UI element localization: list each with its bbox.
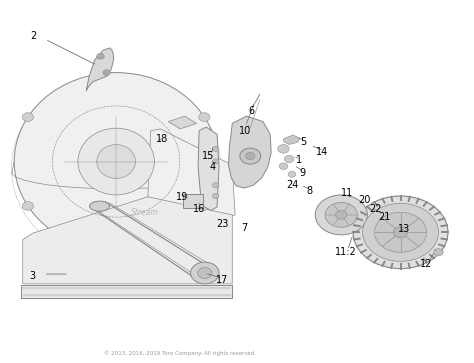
Ellipse shape bbox=[90, 201, 109, 211]
Polygon shape bbox=[168, 116, 197, 129]
FancyBboxPatch shape bbox=[183, 194, 203, 208]
Text: 16: 16 bbox=[193, 204, 205, 215]
Text: 12: 12 bbox=[420, 259, 433, 269]
Polygon shape bbox=[23, 197, 232, 284]
Text: 18: 18 bbox=[156, 134, 168, 144]
Text: 8: 8 bbox=[306, 186, 312, 196]
Circle shape bbox=[434, 249, 443, 256]
Text: 3: 3 bbox=[29, 271, 35, 281]
Circle shape bbox=[212, 159, 219, 164]
Text: 7: 7 bbox=[241, 223, 248, 233]
Polygon shape bbox=[283, 135, 300, 144]
Circle shape bbox=[199, 113, 210, 121]
Circle shape bbox=[288, 171, 296, 177]
Circle shape bbox=[22, 202, 34, 210]
Circle shape bbox=[279, 163, 288, 170]
Circle shape bbox=[198, 268, 212, 278]
Circle shape bbox=[240, 148, 261, 164]
Ellipse shape bbox=[78, 128, 155, 195]
FancyBboxPatch shape bbox=[21, 285, 232, 298]
Polygon shape bbox=[86, 48, 114, 91]
Text: 5: 5 bbox=[300, 136, 307, 147]
Circle shape bbox=[325, 203, 357, 227]
Text: 22: 22 bbox=[369, 204, 382, 214]
Ellipse shape bbox=[97, 144, 136, 179]
Text: 2: 2 bbox=[30, 31, 36, 41]
Polygon shape bbox=[148, 129, 235, 218]
Polygon shape bbox=[198, 127, 219, 211]
Text: Stream: Stream bbox=[131, 208, 158, 217]
Text: 10: 10 bbox=[239, 126, 252, 136]
Text: 11:2: 11:2 bbox=[335, 247, 357, 257]
Circle shape bbox=[336, 211, 347, 219]
Circle shape bbox=[191, 262, 219, 284]
Circle shape bbox=[393, 227, 408, 238]
Text: 17: 17 bbox=[216, 275, 228, 285]
Circle shape bbox=[374, 212, 427, 252]
Circle shape bbox=[97, 53, 104, 59]
Circle shape bbox=[246, 152, 255, 160]
Text: 19: 19 bbox=[176, 192, 188, 202]
Circle shape bbox=[278, 144, 289, 153]
Circle shape bbox=[284, 155, 294, 163]
Ellipse shape bbox=[14, 73, 218, 250]
Text: 6: 6 bbox=[248, 106, 254, 116]
Circle shape bbox=[353, 196, 448, 269]
Circle shape bbox=[212, 146, 219, 151]
Text: 20: 20 bbox=[358, 195, 370, 205]
Text: 23: 23 bbox=[217, 219, 229, 229]
Circle shape bbox=[363, 203, 438, 261]
Text: 4: 4 bbox=[210, 162, 215, 172]
Circle shape bbox=[22, 113, 34, 121]
Text: 9: 9 bbox=[300, 168, 305, 178]
Circle shape bbox=[212, 193, 219, 199]
Circle shape bbox=[199, 202, 210, 211]
Text: © 2013, 2016, 2019 Toro Company. All rights reserved.: © 2013, 2016, 2019 Toro Company. All rig… bbox=[104, 351, 256, 356]
Text: 21: 21 bbox=[378, 212, 390, 222]
Text: 13: 13 bbox=[398, 224, 410, 234]
Text: 24: 24 bbox=[287, 180, 299, 190]
Circle shape bbox=[103, 70, 110, 76]
Circle shape bbox=[212, 183, 219, 188]
Text: 11: 11 bbox=[341, 188, 353, 198]
Circle shape bbox=[315, 195, 367, 235]
Text: 1: 1 bbox=[296, 155, 301, 166]
Polygon shape bbox=[228, 116, 271, 188]
Text: 14: 14 bbox=[316, 147, 328, 158]
Text: 15: 15 bbox=[202, 151, 215, 161]
